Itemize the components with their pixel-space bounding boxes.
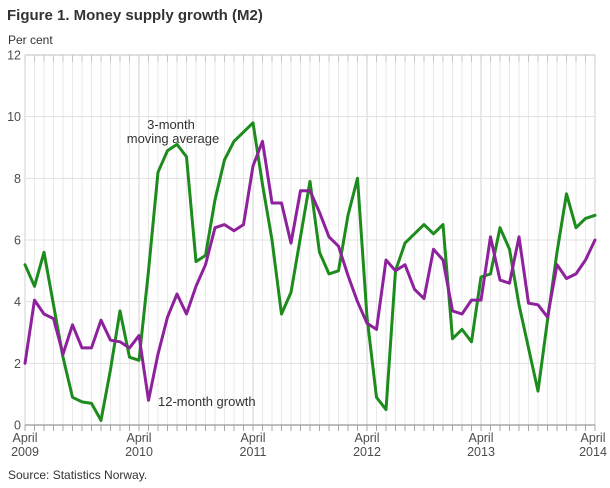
x-axis-labels: April2009April2010April2011April2012Apri… bbox=[11, 431, 607, 459]
x-axis-tick-label-month: April bbox=[468, 431, 493, 445]
annotation-3-month-moving-average-line1: 3-month bbox=[147, 117, 195, 132]
x-axis-tick-label-month: April bbox=[240, 431, 265, 445]
annotation-12-month-growth: 12-month growth bbox=[158, 394, 256, 409]
axis-ticks bbox=[24, 55, 596, 431]
y-axis-labels: 0 2 4 6 8 10 12 bbox=[7, 49, 21, 433]
y-axis-unit-label: Per cent bbox=[8, 33, 53, 47]
y-axis-tick-label: 2 bbox=[14, 357, 21, 371]
x-axis-tick-label-month: April bbox=[12, 431, 37, 445]
annotation-3-month-moving-average-line2: moving average bbox=[127, 131, 220, 146]
y-axis-tick-label: 0 bbox=[14, 419, 21, 433]
source-caption: Source: Statistics Norway. bbox=[8, 468, 147, 482]
series-line-12-month-growth bbox=[23, 139, 597, 402]
y-axis-tick-label: 10 bbox=[7, 110, 21, 124]
gridlines bbox=[24, 54, 596, 426]
y-axis-tick-label: 6 bbox=[14, 234, 21, 248]
x-axis-tick-label-year: 2012 bbox=[353, 445, 381, 459]
x-axis-tick-label-month: April bbox=[580, 431, 605, 445]
y-axis-tick-label: 8 bbox=[14, 172, 21, 186]
y-axis-tick-label: 12 bbox=[7, 49, 21, 63]
x-axis-tick-label-month: April bbox=[126, 431, 151, 445]
x-axis-tick-label-year: 2011 bbox=[240, 445, 267, 459]
data-series bbox=[23, 121, 597, 422]
series-line-3-month-moving-average bbox=[23, 121, 597, 422]
x-axis-tick-label-month: April bbox=[354, 431, 379, 445]
x-axis-tick-label-year: 2014 bbox=[579, 445, 607, 459]
y-axis-tick-label: 4 bbox=[14, 295, 21, 309]
x-axis-tick-label-year: 2010 bbox=[125, 445, 153, 459]
x-axis-tick-label-year: 2013 bbox=[467, 445, 495, 459]
page-title: Figure 1. Money supply growth (M2) bbox=[7, 7, 263, 24]
x-axis-tick-label-year: 2009 bbox=[11, 445, 39, 459]
